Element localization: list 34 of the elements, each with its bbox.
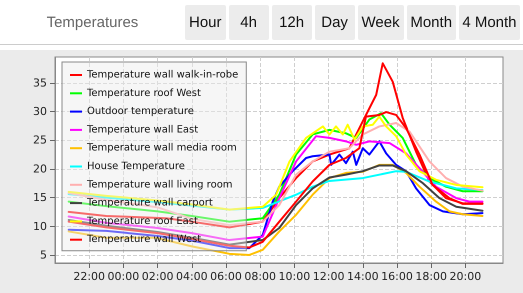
- chart-title: Temperatures: [46, 14, 140, 30]
- y-tick-label: 30: [33, 105, 47, 118]
- legend-label: Temperature wall media room: [86, 142, 237, 154]
- y-tick-label: 25: [33, 134, 47, 147]
- x-tick-label: 14:00: [346, 270, 379, 283]
- x-tick-label: 12:00: [312, 270, 344, 283]
- y-tick-label: 20: [33, 162, 47, 176]
- x-tick-label: 04:00: [176, 270, 208, 283]
- text: 12h: [272, 4, 312, 40]
- text: Day: [314, 4, 355, 40]
- text: 4h: [228, 4, 269, 40]
- y-tick-label: 10: [33, 220, 47, 233]
- text: 4 Month: [458, 4, 520, 40]
- text: Month: [406, 4, 456, 40]
- x-tick-label: 18:00: [415, 270, 448, 283]
- text: Hour: [184, 4, 226, 40]
- x-tick-label: 00:00: [108, 270, 140, 283]
- legend-label: House Temperature: [87, 161, 185, 172]
- y-tick-label: 15: [33, 191, 47, 204]
- x-tick-label: 08:00: [244, 270, 276, 283]
- x-tick-label: 02:00: [142, 270, 174, 283]
- legend-label: Temperature wall walk-in-robe: [86, 70, 238, 80]
- x-tick-label: 20:00: [450, 270, 482, 283]
- y-tick-label: 5: [40, 248, 47, 262]
- y-tick-label: 35: [33, 76, 47, 90]
- text: Week: [358, 4, 404, 40]
- legend-label: Temperature roof West: [86, 88, 202, 99]
- x-tick-label: 10:00: [278, 270, 310, 283]
- legend-label: Outdoor temperature: [87, 106, 194, 118]
- x-tick-label: 22:00: [73, 270, 106, 283]
- legend-label: Temperature wall living room: [86, 179, 233, 190]
- legend-label: Temperature wall East: [86, 124, 198, 136]
- x-tick-label: 06:00: [210, 270, 242, 283]
- x-tick-label: 16:00: [381, 270, 413, 283]
